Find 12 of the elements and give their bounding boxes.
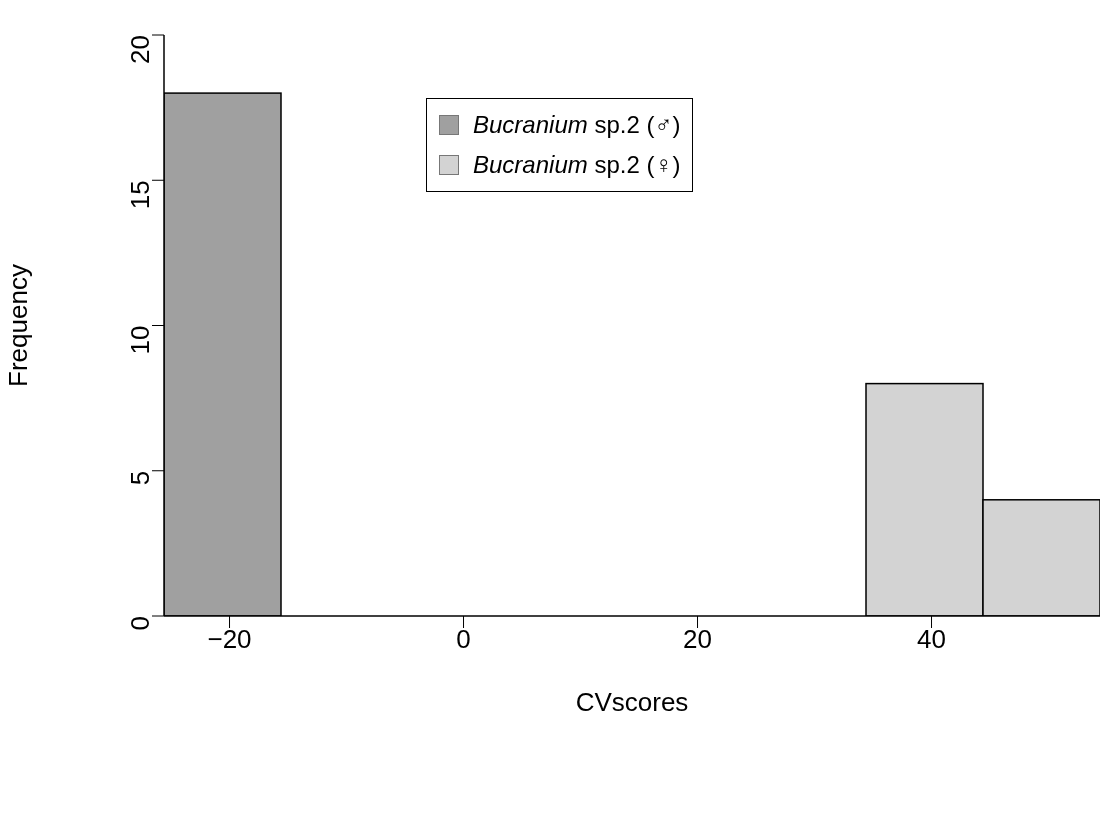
- x-tick-label: 20: [683, 624, 712, 655]
- y-tick-label: 15: [125, 180, 156, 210]
- legend-label: Bucranium sp.2 (♂): [473, 111, 681, 139]
- x-tick-label: 0: [456, 624, 471, 655]
- y-tick-label: 20: [125, 35, 156, 64]
- y-tick-label: 10: [125, 325, 156, 355]
- x-axis-title: CVscores: [575, 687, 689, 717]
- y-tick-label: 5: [125, 470, 156, 486]
- legend-label: Bucranium sp.2 (♀): [473, 151, 681, 179]
- x-tick-label: 40: [917, 624, 946, 655]
- y-axis-title: Frequency: [3, 264, 34, 387]
- x-tick-label: −20: [207, 624, 252, 655]
